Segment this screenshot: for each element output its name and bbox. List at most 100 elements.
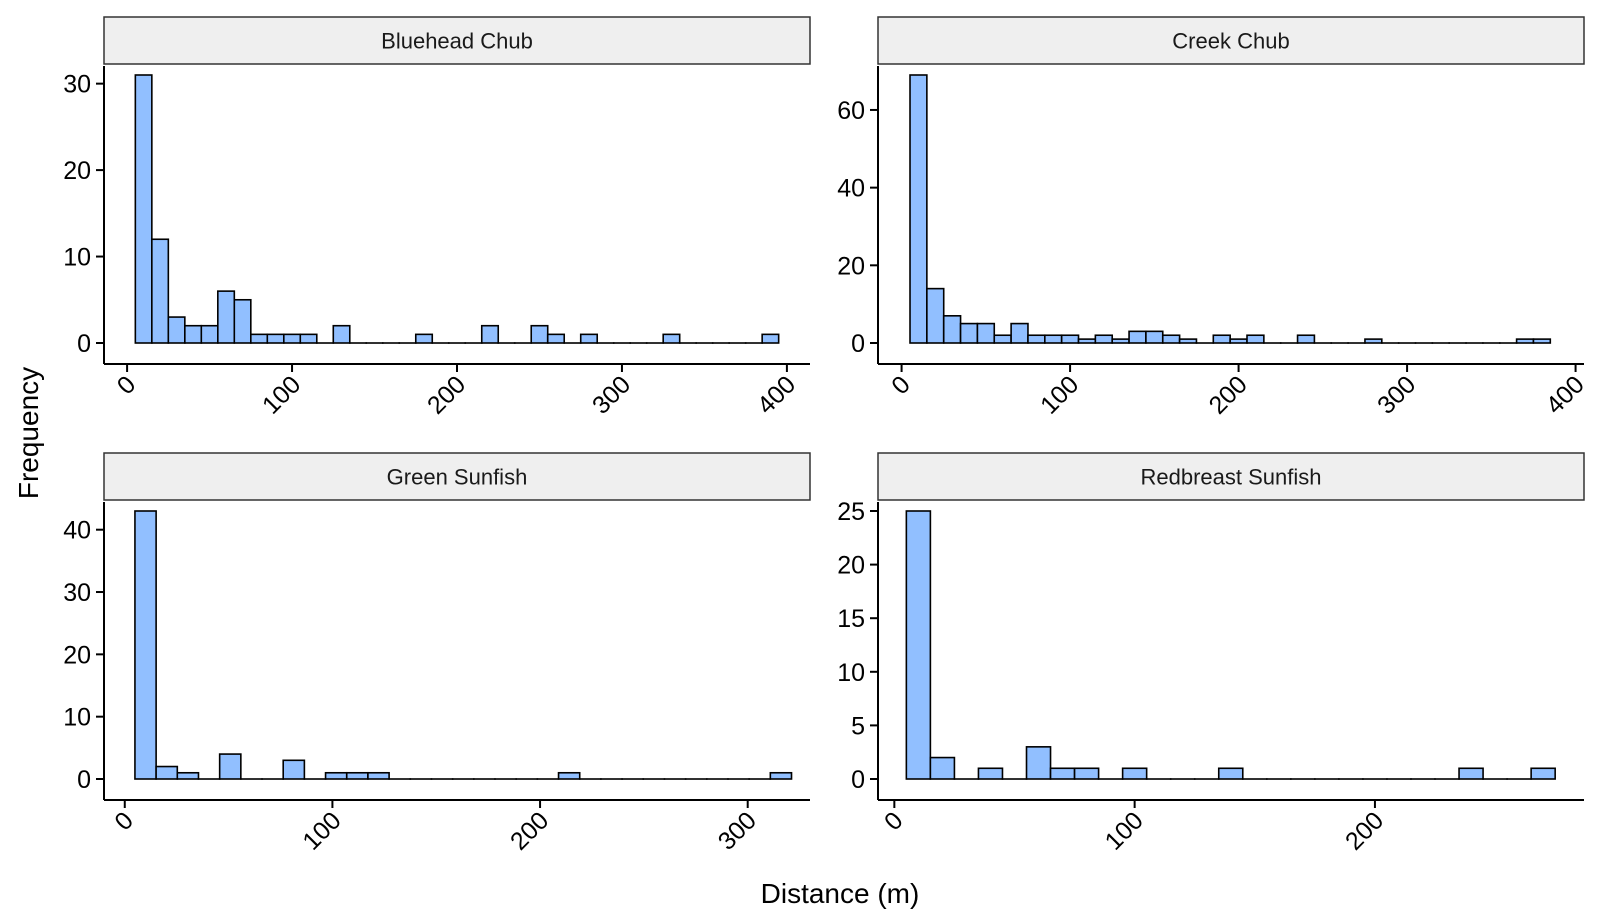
y-tick-label: 0 xyxy=(851,766,865,794)
histogram-bar xyxy=(761,333,780,344)
panel-4: Redbreast Sunfish 0 5 10 15 20 25 0 100 200 xyxy=(837,452,1585,856)
histogram-bar xyxy=(1060,334,1080,344)
histogram-bar xyxy=(1515,338,1535,344)
x-tick-label: 300 xyxy=(587,370,636,419)
histogram-bar xyxy=(367,771,390,780)
y-tick-label: 20 xyxy=(63,641,91,669)
histogram-bar xyxy=(557,771,581,780)
histogram-bar xyxy=(579,333,599,344)
x-tick-label: 0 xyxy=(886,370,916,400)
histogram-bar xyxy=(1111,338,1130,344)
histogram-bar xyxy=(134,74,153,344)
histogram-bar xyxy=(1530,767,1556,780)
x-tick-label: 100 xyxy=(297,806,346,855)
x-tick-label: 0 xyxy=(879,806,909,836)
histogram-bar xyxy=(1246,334,1265,344)
histogram-bar xyxy=(1010,322,1029,344)
y-tick-label: 0 xyxy=(77,330,91,358)
histogram-bar xyxy=(1049,767,1076,780)
x-tick-label: 100 xyxy=(1100,806,1149,855)
histogram-bar xyxy=(1217,767,1244,780)
panel-3: Green Sunfish 0 10 20 30 40 0 100 200 300 xyxy=(63,452,811,856)
histogram-bar xyxy=(769,771,793,780)
histogram-bar xyxy=(1044,334,1063,344)
x-axis-title: Distance (m) xyxy=(761,878,920,909)
y-tick-label: 25 xyxy=(837,498,865,526)
y-tick-label: 15 xyxy=(837,605,865,633)
histogram-bar xyxy=(167,316,186,344)
histogram-bar xyxy=(926,287,945,344)
histogram-bar xyxy=(1025,746,1052,780)
y-tick-label: 10 xyxy=(63,704,91,732)
histogram-bar xyxy=(332,324,351,344)
histogram-bar xyxy=(200,324,219,344)
histogram-bar xyxy=(1027,334,1046,344)
histogram-bar xyxy=(134,510,157,780)
histogram-bar xyxy=(184,324,203,344)
histogram-bar xyxy=(942,315,962,344)
histogram-bar xyxy=(1212,334,1231,344)
histogram-bar xyxy=(282,333,302,344)
histogram-bar xyxy=(1296,334,1316,344)
histogram-bar xyxy=(155,765,179,780)
x-tick-label: 400 xyxy=(1541,370,1590,419)
histogram-bar xyxy=(217,290,236,344)
histogram-bar xyxy=(1094,334,1114,344)
histogram-bar xyxy=(299,333,318,344)
x-tick-label: 100 xyxy=(257,370,306,419)
x-tick-label: 200 xyxy=(422,370,471,419)
y-tick-label: 60 xyxy=(837,97,865,125)
x-tick-label: 300 xyxy=(1372,370,1421,419)
histogram-bar xyxy=(1178,338,1198,344)
y-tick-label: 0 xyxy=(77,766,91,794)
histogram-bar xyxy=(546,333,566,344)
y-tick-label: 40 xyxy=(63,517,91,545)
x-tick-label: 0 xyxy=(109,806,139,836)
y-tick-label: 10 xyxy=(837,659,865,687)
facet-strip xyxy=(103,452,811,501)
y-tick-label: 10 xyxy=(63,244,91,272)
histogram-bar xyxy=(414,333,434,344)
x-tick-label: 400 xyxy=(752,370,801,419)
y-tick-label: 0 xyxy=(851,330,865,358)
histogram-bar xyxy=(1532,338,1552,344)
facet-title: Creek Chub xyxy=(1172,29,1289,54)
histogram-bar xyxy=(993,334,1012,344)
histogram-bar xyxy=(233,298,252,344)
y-tick-label: 30 xyxy=(63,579,91,607)
histogram-bar xyxy=(662,333,681,344)
histogram-bar xyxy=(282,759,306,780)
y-tick-label: 20 xyxy=(837,252,865,280)
histogram-bar xyxy=(151,238,170,344)
x-tick-label: 300 xyxy=(713,806,762,855)
histogram-bar xyxy=(1229,338,1248,344)
facet-strip xyxy=(103,16,811,65)
histogram-bar xyxy=(1121,767,1148,780)
histogram-bar xyxy=(909,74,928,344)
facet-title: Green Sunfish xyxy=(387,465,528,490)
histogram-bar xyxy=(345,771,369,780)
histogram-bar xyxy=(1073,767,1100,780)
histogram-bar xyxy=(905,510,932,780)
y-tick-label: 5 xyxy=(851,712,865,740)
x-tick-label: 100 xyxy=(1035,370,1084,419)
histogram-bar xyxy=(959,322,979,344)
histogram-bar xyxy=(1145,330,1164,344)
histogram-bar xyxy=(480,324,500,344)
histogram-bar xyxy=(1364,338,1383,344)
histogram-bar xyxy=(1161,334,1181,344)
panel-2: Creek Chub 0 20 40 60 0 100 200 300 400 xyxy=(837,16,1590,420)
histogram-bar xyxy=(977,767,1004,780)
histogram-bar xyxy=(1458,767,1484,780)
facet-strip xyxy=(877,452,1585,501)
histogram-bar xyxy=(266,333,285,344)
x-tick-label: 200 xyxy=(1204,370,1253,419)
histogram-bar xyxy=(218,753,242,780)
histogram-bar xyxy=(976,322,996,344)
y-tick-label: 40 xyxy=(837,175,865,203)
x-tick-label: 0 xyxy=(112,370,142,400)
histogram-bar xyxy=(530,324,549,344)
y-tick-label: 20 xyxy=(837,552,865,580)
histogram-bar xyxy=(1128,330,1147,344)
